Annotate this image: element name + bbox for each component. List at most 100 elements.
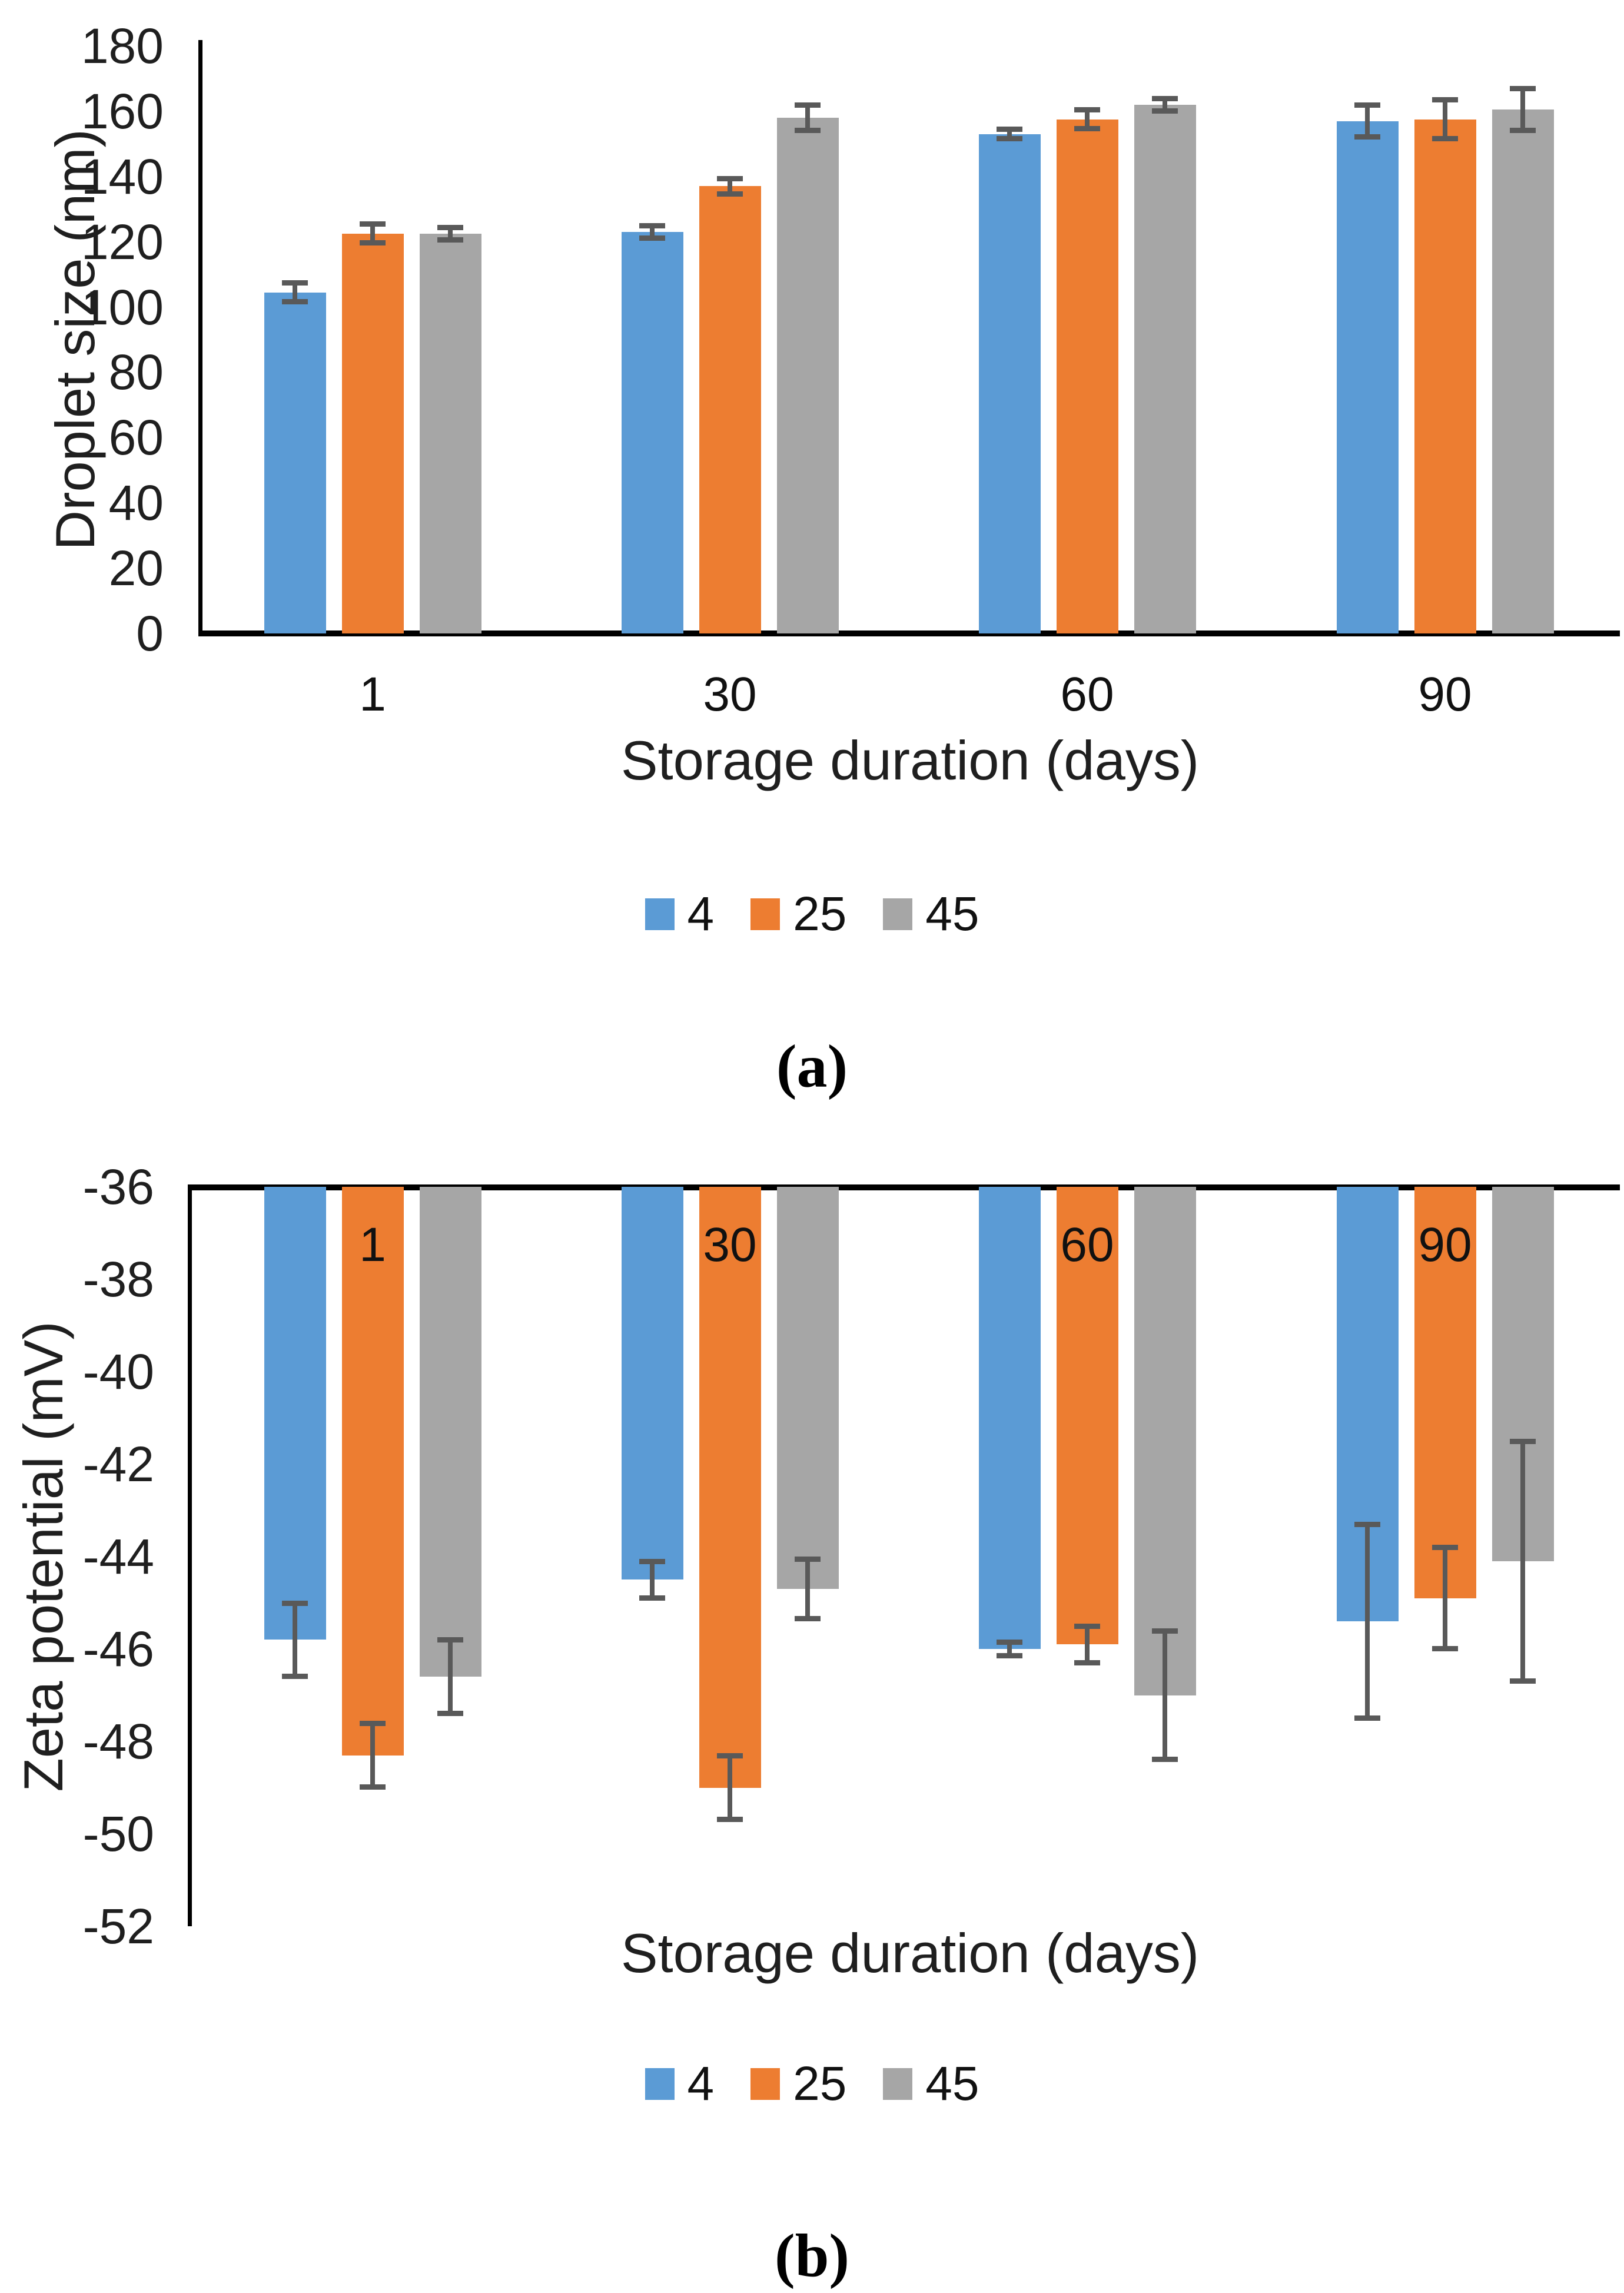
error-bar-cap-bottom bbox=[1510, 1678, 1536, 1684]
error-bar-stem bbox=[448, 227, 453, 240]
y-axis-line-a bbox=[198, 40, 202, 633]
error-bar-cap-top bbox=[437, 224, 463, 230]
y-tick-label-a: 0 bbox=[136, 606, 164, 661]
error-bar-b-90-4 bbox=[1354, 1522, 1380, 1721]
error-bar-cap-top bbox=[282, 280, 308, 286]
error-bar-cap-bottom bbox=[1510, 128, 1536, 134]
error-bar-cap-bottom bbox=[437, 1710, 463, 1716]
error-bar-cap-top bbox=[1152, 95, 1178, 101]
bar-a-90-4 bbox=[1336, 121, 1399, 633]
bar-a-1-45 bbox=[419, 233, 481, 633]
error-bar-stem bbox=[1520, 88, 1525, 131]
y-tick-label-a: 160 bbox=[81, 83, 164, 139]
error-bar-cap-bottom bbox=[282, 299, 308, 305]
bar-b-60-4 bbox=[978, 1187, 1041, 1649]
error-bar-cap-top bbox=[795, 102, 821, 108]
x-axis-title-b: Storage duration (days) bbox=[620, 1922, 1200, 1984]
error-bar-a-90-25 bbox=[1432, 97, 1458, 141]
error-bar-cap-top bbox=[1510, 1438, 1536, 1444]
legend-item-4: 4 bbox=[645, 887, 714, 942]
error-bar-stem bbox=[293, 1602, 297, 1677]
y-tick-label-a: 80 bbox=[108, 344, 164, 400]
error-bar-stem bbox=[728, 1755, 732, 1820]
category-label-b-30: 30 bbox=[703, 1218, 757, 1272]
error-bar-b-60-25 bbox=[1074, 1623, 1100, 1665]
error-bar-cap-top bbox=[639, 223, 665, 228]
error-bar-cap-top bbox=[997, 1640, 1022, 1645]
error-bar-cap-bottom bbox=[1354, 1715, 1380, 1721]
error-bar-stem bbox=[1520, 1441, 1525, 1681]
error-bar-stem bbox=[650, 225, 655, 239]
legend-swatch-25 bbox=[750, 898, 781, 930]
panel-label-a: (a) bbox=[776, 1033, 848, 1100]
error-bar-cap-bottom bbox=[639, 1595, 665, 1601]
error-bar-cap-bottom bbox=[360, 1784, 386, 1790]
bar-a-30-25 bbox=[699, 186, 761, 633]
legend-label-4: 4 bbox=[687, 887, 715, 941]
error-bar-cap-bottom bbox=[437, 237, 463, 243]
error-bar-stem bbox=[293, 282, 297, 303]
y-tick-label-b: -48 bbox=[82, 1714, 154, 1769]
error-bar-a-30-45 bbox=[795, 102, 821, 134]
error-bar-a-60-45 bbox=[1152, 95, 1178, 114]
legend-label-4: 4 bbox=[687, 2057, 715, 2111]
error-bar-b-30-25 bbox=[717, 1753, 743, 1823]
legend-item-45: 45 bbox=[883, 2056, 979, 2112]
y-tick-label-b: -44 bbox=[82, 1529, 154, 1584]
error-bar-cap-bottom bbox=[1432, 1645, 1458, 1651]
bar-a-90-25 bbox=[1414, 119, 1476, 633]
error-bar-a-30-25 bbox=[717, 175, 743, 197]
bar-b-30-45 bbox=[776, 1187, 839, 1589]
y-tick-label-a: 140 bbox=[81, 148, 164, 204]
category-label-b-90: 90 bbox=[1418, 1218, 1472, 1272]
y-tick-label-a: 40 bbox=[108, 475, 164, 531]
legend-swatch-4 bbox=[645, 2068, 675, 2100]
error-bar-b-60-45 bbox=[1152, 1628, 1178, 1763]
category-label-b-60: 60 bbox=[1060, 1218, 1114, 1272]
error-bar-cap-bottom bbox=[1074, 126, 1100, 132]
category-label-a-1: 1 bbox=[359, 668, 386, 721]
error-bar-b-1-4 bbox=[282, 1600, 308, 1680]
error-bar-stem bbox=[1163, 1630, 1167, 1760]
bar-b-30-4 bbox=[621, 1187, 683, 1580]
y-tick-label-a: 100 bbox=[81, 279, 164, 335]
x-axis-line-a bbox=[198, 631, 1620, 636]
error-bar-a-1-45 bbox=[437, 224, 463, 243]
error-bar-b-30-45 bbox=[795, 1556, 821, 1621]
error-bar-a-1-25 bbox=[360, 221, 386, 246]
error-bar-stem bbox=[1365, 104, 1370, 138]
error-bar-cap-bottom bbox=[795, 128, 821, 134]
y-tick-label-a: 180 bbox=[81, 18, 164, 74]
error-bar-cap-bottom bbox=[997, 1652, 1022, 1658]
error-bar-a-60-25 bbox=[1074, 107, 1100, 132]
bar-b-60-45 bbox=[1134, 1187, 1196, 1695]
error-bar-a-60-4 bbox=[997, 127, 1022, 141]
error-bar-stem bbox=[1443, 99, 1447, 139]
legend-swatch-45 bbox=[883, 2068, 913, 2100]
bar-b-1-4 bbox=[264, 1187, 326, 1640]
error-bar-cap-top bbox=[1354, 102, 1380, 108]
y-tick-label-b: -42 bbox=[82, 1436, 154, 1492]
error-bar-cap-bottom bbox=[1074, 1660, 1100, 1665]
error-bar-b-60-4 bbox=[997, 1640, 1022, 1658]
error-bar-cap-top bbox=[360, 221, 386, 227]
y-tick-label-a: 20 bbox=[108, 540, 164, 596]
error-bar-cap-bottom bbox=[1152, 108, 1178, 114]
bar-a-60-4 bbox=[978, 134, 1041, 633]
error-bar-cap-bottom bbox=[717, 1817, 743, 1823]
category-label-a-60: 60 bbox=[1060, 668, 1114, 721]
error-bar-a-90-4 bbox=[1354, 102, 1380, 140]
bar-b-90-25 bbox=[1414, 1187, 1476, 1598]
error-bar-stem bbox=[1085, 1625, 1090, 1663]
error-bar-b-90-45 bbox=[1510, 1438, 1536, 1684]
error-bar-cap-bottom bbox=[717, 191, 743, 197]
error-bar-cap-top bbox=[1354, 1522, 1380, 1528]
error-bar-cap-top bbox=[1432, 97, 1458, 103]
legend-item-45: 45 bbox=[883, 887, 979, 942]
error-bar-cap-bottom bbox=[282, 1674, 308, 1680]
bar-b-60-25 bbox=[1056, 1187, 1118, 1645]
error-bar-cap-bottom bbox=[1152, 1757, 1178, 1763]
bar-b-1-45 bbox=[419, 1187, 481, 1677]
error-bar-cap-top bbox=[795, 1556, 821, 1562]
